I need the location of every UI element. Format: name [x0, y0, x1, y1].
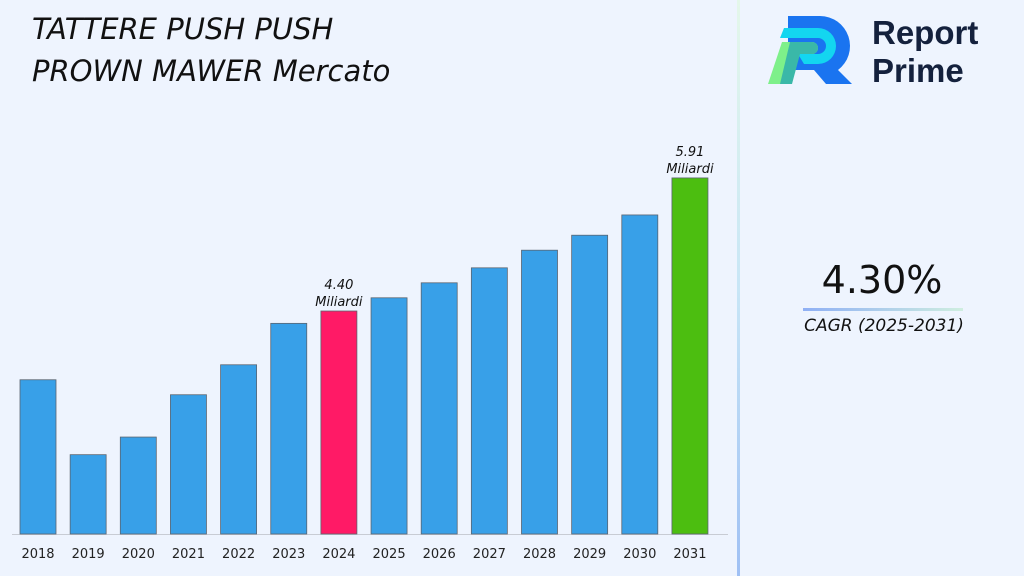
data-label-value: 4.40	[324, 278, 353, 293]
data-label-value: 5.91	[675, 145, 704, 160]
report-prime-logo	[768, 16, 852, 84]
brand-name: Report Prime	[872, 14, 978, 90]
x-tick-label: 2024	[322, 547, 355, 562]
x-tick-label: 2022	[222, 547, 255, 562]
bar-2030	[621, 214, 659, 535]
bar-2025	[370, 297, 408, 535]
x-tick-label: 2028	[523, 547, 556, 562]
cagr-value: 4.30%	[821, 258, 943, 302]
brand-line1: Report	[872, 14, 979, 51]
bar-2029	[571, 234, 609, 535]
bar-chart: 2018 2019 2020 2021 2022 2023 2024 4.40 Miliardi…	[12, 145, 728, 562]
x-tick-label: 2021	[172, 547, 205, 562]
x-tick-label: 2030	[623, 547, 656, 562]
x-tick-label: 2026	[423, 547, 456, 562]
bar-2020	[119, 436, 157, 535]
bar-2023	[270, 322, 308, 535]
bar-2022	[220, 364, 258, 535]
bar-2024	[320, 310, 358, 535]
x-tick-label: 2019	[72, 547, 105, 562]
x-tick-label: 2018	[21, 547, 54, 562]
data-label-unit: Miliardi	[315, 295, 363, 310]
bar-2028	[521, 249, 558, 535]
x-tick-label: 2020	[122, 547, 155, 562]
bar-2031	[671, 177, 709, 535]
x-tick-label: 2027	[473, 547, 506, 562]
bar-2027	[470, 267, 508, 535]
bar-2021	[170, 394, 207, 535]
bar-2018	[19, 379, 57, 535]
x-tick-label: 2029	[573, 547, 606, 562]
data-label-unit: Miliardi	[666, 162, 714, 177]
bar-2026	[420, 282, 458, 535]
x-tick-label: 2025	[373, 547, 406, 562]
divider	[737, 0, 740, 576]
brand-line2: Prime	[872, 52, 964, 89]
cagr-underline	[803, 308, 963, 311]
chart-title: TATTERE PUSH PUSH PROWN MAWER Mercato	[32, 12, 391, 88]
x-tick-label: 2023	[272, 547, 305, 562]
bar-2019	[69, 454, 107, 535]
cagr-label: CAGR (2025-2031)	[804, 316, 964, 336]
x-tick-label: 2031	[673, 547, 706, 562]
